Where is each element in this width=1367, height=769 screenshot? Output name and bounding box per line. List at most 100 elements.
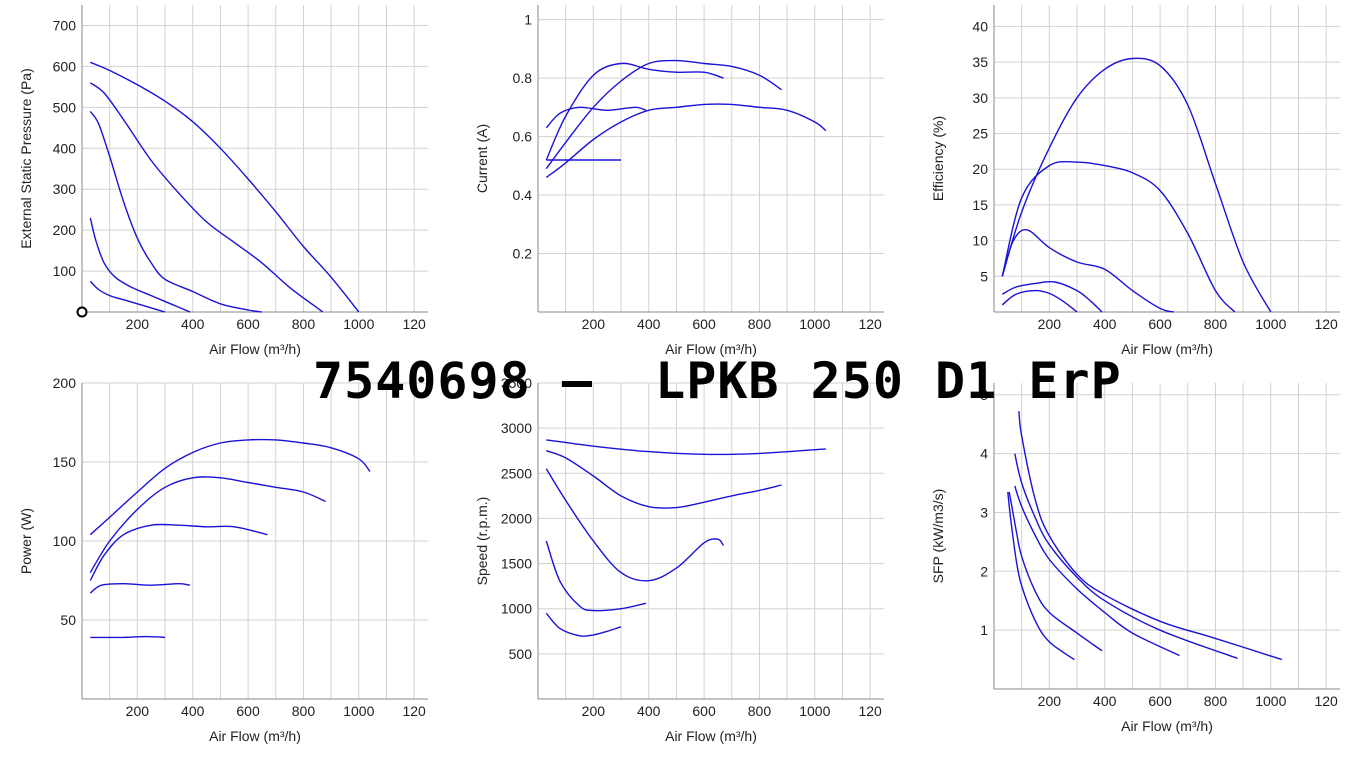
series-line-2	[546, 450, 782, 509]
y-tick-label: 200	[53, 222, 77, 238]
origin-marker	[76, 306, 88, 318]
y-tick-label: 2500	[501, 465, 532, 481]
x-tick-label: 400	[1093, 316, 1117, 332]
x-tick-label: 600	[692, 316, 716, 332]
series-line-5	[90, 635, 166, 639]
y-tick-label: 5	[980, 387, 988, 403]
y-tick-label: 2000	[501, 510, 532, 526]
x-axis-title: Air Flow (m³/h)	[665, 728, 757, 744]
x-tick-label: 400	[637, 316, 661, 332]
x-tick-label: 120	[858, 316, 882, 332]
y-axis-title: SFP (kW/m3/s)	[930, 489, 946, 584]
x-tick-label: 800	[292, 703, 316, 719]
x-tick-label: 600	[236, 316, 260, 332]
x-tick-label: 200	[582, 316, 606, 332]
y-tick-label: 1	[980, 622, 988, 638]
y-tick-label: 500	[53, 99, 77, 115]
x-tick-label: 800	[1204, 693, 1228, 709]
y-tick-label: 300	[53, 181, 77, 197]
y-tick-label: 3000	[501, 420, 532, 436]
x-tick-label: 400	[181, 703, 205, 719]
y-tick-label: 3500	[501, 375, 532, 391]
series-line-3	[545, 62, 724, 161]
x-axis-title: Air Flow (m³/h)	[209, 341, 301, 357]
x-tick-label: 600	[692, 703, 716, 719]
y-axis-title: Current (A)	[474, 124, 490, 193]
x-tick-label: 200	[1038, 693, 1062, 709]
series-line-3	[89, 110, 262, 313]
x-tick-label: 120	[402, 316, 426, 332]
x-tick-label: 120	[402, 703, 426, 719]
y-tick-label: 5	[980, 268, 988, 284]
y-tick-label: 30	[972, 90, 988, 106]
x-tick-label: 200	[1038, 316, 1062, 332]
y-axis-title: External Static Pressure (Pa)	[18, 68, 34, 249]
series-line-1	[546, 439, 826, 456]
y-tick-label: 700	[53, 17, 77, 33]
x-axis-title: Air Flow (m³/h)	[1121, 341, 1213, 357]
chart-pressure: 100 200 300 400 500 600 700 200 400 600 800 1000 120…	[18, 5, 428, 357]
series-line-4	[545, 540, 647, 612]
page-title: 7540698 – LPKB 250 D1 ErP	[313, 352, 1122, 410]
x-tick-label: 120	[858, 703, 882, 719]
series-line-5	[89, 280, 166, 313]
y-axis-title: Speed (r.p.m.)	[474, 497, 490, 586]
x-tick-label: 400	[637, 703, 661, 719]
y-tick-label: 1500	[501, 556, 532, 572]
y-tick-label: 1	[524, 12, 532, 28]
x-tick-label: 120	[1314, 316, 1338, 332]
y-tick-label: 15	[972, 197, 988, 213]
series-line-2	[1001, 160, 1236, 313]
series-line-4	[1008, 491, 1103, 652]
y-tick-label: 3	[980, 504, 988, 520]
series-line-1	[1018, 411, 1283, 661]
x-tick-label: 600	[1148, 316, 1172, 332]
y-tick-label: 500	[509, 646, 533, 662]
x-tick-label: 600	[236, 703, 260, 719]
x-tick-label: 120	[1314, 693, 1338, 709]
series-line-5	[1007, 491, 1075, 661]
y-tick-label: 10	[972, 233, 988, 249]
series-line-4	[89, 217, 191, 313]
y-tick-label: 100	[53, 263, 77, 279]
y-tick-label: 4	[980, 446, 988, 462]
series-line-2	[89, 82, 324, 313]
series-line-4	[545, 106, 647, 129]
y-tick-label: 2	[980, 563, 988, 579]
y-tick-label: 0.8	[513, 70, 533, 86]
x-tick-label: 800	[748, 703, 772, 719]
y-tick-label: 600	[53, 58, 77, 74]
x-tick-label: 1000	[1255, 316, 1286, 332]
y-tick-label: 0.2	[513, 246, 533, 262]
x-axis-title: Air Flow (m³/h)	[209, 728, 301, 744]
y-tick-label: 20	[972, 161, 988, 177]
series-line-3	[1001, 229, 1175, 313]
x-tick-label: 400	[181, 316, 205, 332]
x-tick-label: 200	[582, 703, 606, 719]
series-line-2	[89, 476, 326, 573]
y-tick-label: 400	[53, 140, 77, 156]
y-tick-label: 25	[972, 126, 988, 142]
y-tick-label: 1000	[501, 601, 532, 617]
x-tick-label: 1000	[343, 703, 374, 719]
x-tick-label: 800	[292, 316, 316, 332]
chart-sfp: 1 2 3 4 5 200 400 600 800 1000 120 Air Flow (m³/h) S…	[930, 383, 1340, 734]
y-tick-label: 35	[972, 54, 988, 70]
x-tick-label: 1000	[343, 316, 374, 332]
y-tick-label: 0.4	[513, 187, 533, 203]
series-line-4	[1001, 280, 1103, 313]
y-tick-label: 150	[53, 454, 77, 470]
chart-speed: 500 1000 1500 2000 2500 3000 3500 200 400 600 800 1…	[474, 375, 884, 744]
x-tick-label: 1000	[799, 316, 830, 332]
x-tick-label: 800	[1204, 316, 1228, 332]
series-line-1	[545, 103, 827, 179]
series-line-4	[89, 582, 191, 594]
x-tick-label: 200	[126, 316, 150, 332]
y-tick-label: 50	[60, 612, 76, 628]
x-axis-title: Air Flow (m³/h)	[1121, 718, 1213, 734]
series-line-3	[545, 468, 725, 582]
x-tick-label: 800	[748, 316, 772, 332]
series-line-2	[545, 59, 782, 170]
series-line-5	[545, 612, 622, 637]
